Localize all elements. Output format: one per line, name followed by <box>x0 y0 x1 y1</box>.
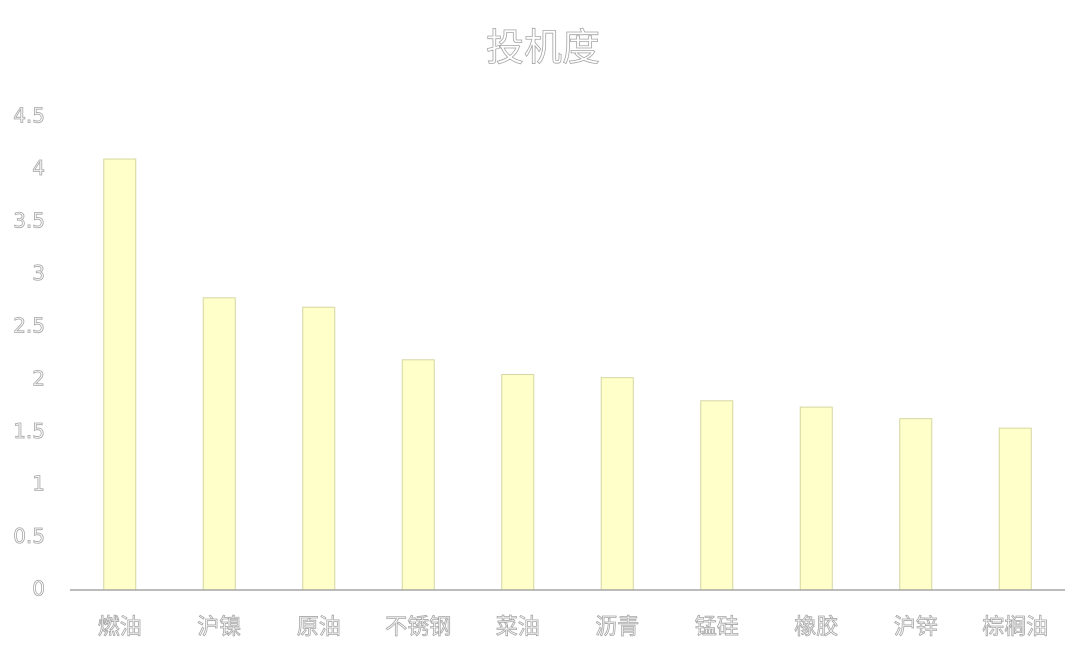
y-tick-label: 3 <box>32 261 45 285</box>
x-tick-label: 菜油 <box>496 615 540 640</box>
y-tick-label: 3.5 <box>13 209 45 233</box>
x-tick-label: 沪锌 <box>894 615 938 640</box>
bar <box>302 306 336 591</box>
bar <box>600 377 634 591</box>
bar <box>700 400 734 591</box>
x-tick-label: 棕榈油 <box>982 615 1048 640</box>
bar <box>202 297 236 591</box>
x-tick-label: 燃油 <box>98 615 142 640</box>
bar <box>799 406 833 591</box>
x-tick-label: 原油 <box>297 615 341 640</box>
bar <box>501 374 535 591</box>
x-tick-label: 锰硅 <box>695 615 739 640</box>
bar <box>899 418 933 591</box>
bar <box>103 158 137 591</box>
y-tick-label: 4.5 <box>13 104 45 128</box>
y-tick-label: 0.5 <box>13 524 45 548</box>
y-tick-label: 1 <box>32 471 45 495</box>
x-tick-label: 沥青 <box>595 615 639 640</box>
bar <box>401 359 435 591</box>
x-tick-label: 橡胶 <box>794 615 838 640</box>
bar <box>998 427 1032 591</box>
x-tick-label: 不锈钢 <box>385 615 451 640</box>
x-tick-label: 沪镍 <box>197 615 241 640</box>
y-tick-label: 0 <box>32 577 45 601</box>
y-tick-label: 2.5 <box>13 314 45 338</box>
y-tick-label: 2 <box>32 366 45 390</box>
y-tick-label: 4 <box>32 156 45 180</box>
chart-title: 投机度 <box>486 26 600 70</box>
y-tick-label: 1.5 <box>13 419 45 443</box>
